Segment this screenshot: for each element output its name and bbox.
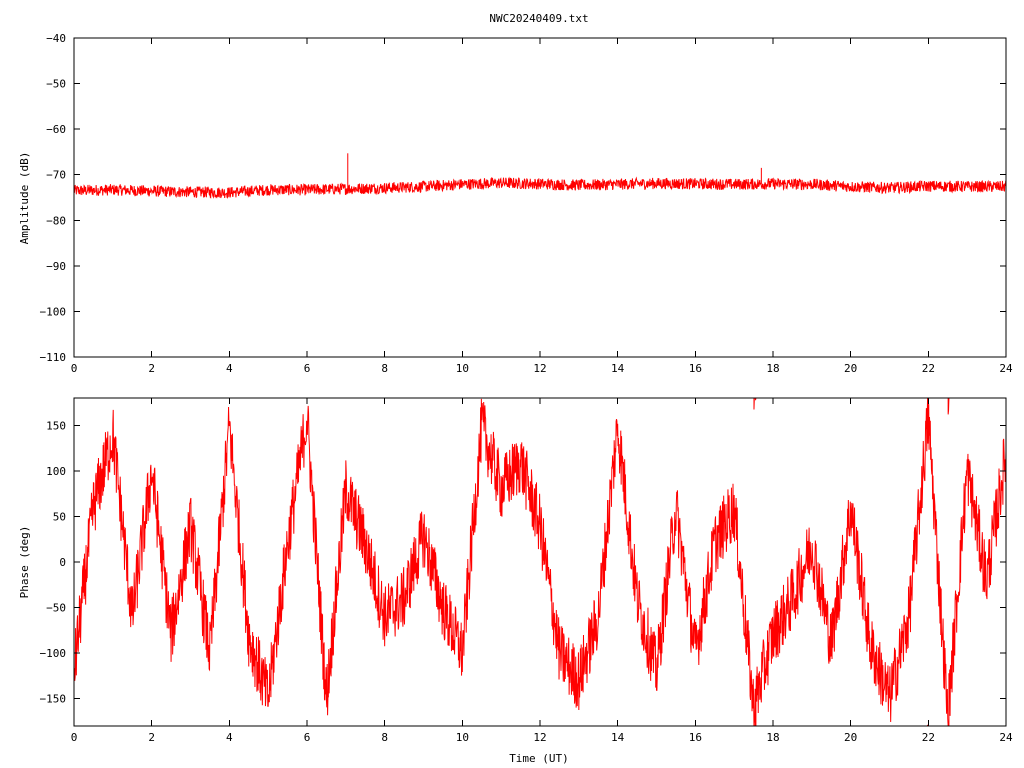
x-tick-label: 0 [71,731,78,744]
y-tick-label: 150 [46,419,66,432]
y-tick-label: −70 [46,169,66,182]
x-tick-label: 22 [922,362,935,375]
y-tick-label: −100 [40,647,67,660]
amplitude-line [73,176,1007,199]
y-tick-label: −60 [46,123,66,136]
x-tick-label: 12 [533,731,546,744]
amplitude-series [73,153,1007,199]
x-tick-label: 8 [381,731,388,744]
x-tick-label: 14 [611,731,625,744]
y-tick-label: −90 [46,260,66,273]
x-tick-label: 2 [148,731,155,744]
y-tick-label: −50 [46,78,66,91]
y-tick-label: −150 [40,693,67,706]
x-tick-label: 18 [766,362,779,375]
x-tick-label: 12 [533,362,546,375]
amplitude-plot-frame [73,37,1007,358]
phase-plot-frame [73,397,1007,727]
y-tick-label: 0 [59,556,66,569]
x-tick-label: 16 [689,362,702,375]
y-tick-label: 50 [53,510,66,523]
x-tick-label: 16 [689,731,702,744]
x-tick-label: 18 [766,731,779,744]
y-tick-label: −110 [40,351,67,364]
x-tick-label: 24 [999,362,1013,375]
x-tick-label: 8 [381,362,388,375]
x-tick-label: 2 [148,362,155,375]
y-tick-label: 100 [46,465,66,478]
phase-ticks: 0 2 4 6 8 10 12 14 16 18 20 22 24−150−100−5005010015… [40,398,1013,744]
phase-xlabel: Time (UT) [509,752,569,765]
amplitude-ticks: 0 2 4 6 8 10 12 14 16 18 20 22 24−110−100−90−80−70−6… [40,32,1013,375]
phase-series [74,398,1006,726]
x-tick-label: 10 [456,731,469,744]
x-tick-label: 10 [456,362,469,375]
x-tick-label: 20 [844,362,857,375]
x-tick-label: 24 [999,731,1013,744]
chart-title: NWC20240409.txt [489,12,588,25]
phase-ylabel: Phase (deg) [18,526,31,599]
amplitude-ylabel: Amplitude (dB) [18,152,31,245]
x-tick-label: 0 [71,362,78,375]
x-tick-label: 6 [304,731,311,744]
x-tick-label: 6 [304,362,311,375]
y-tick-label: −50 [46,602,66,615]
x-tick-label: 20 [844,731,857,744]
phase-line [74,398,1006,726]
x-tick-label: 22 [922,731,935,744]
x-tick-label: 4 [226,731,233,744]
x-tick-label: 4 [226,362,233,375]
y-tick-label: −40 [46,32,66,45]
phase-panel: 0 2 4 6 8 10 12 14 16 18 20 22 24−150−100−5005010015… [18,397,1013,765]
x-tick-label: 14 [611,362,625,375]
y-tick-label: −80 [46,214,66,227]
amplitude-panel: 0 2 4 6 8 10 12 14 16 18 20 22 24−110−100−90−80−70−6… [18,32,1013,375]
y-tick-label: −100 [40,305,67,318]
